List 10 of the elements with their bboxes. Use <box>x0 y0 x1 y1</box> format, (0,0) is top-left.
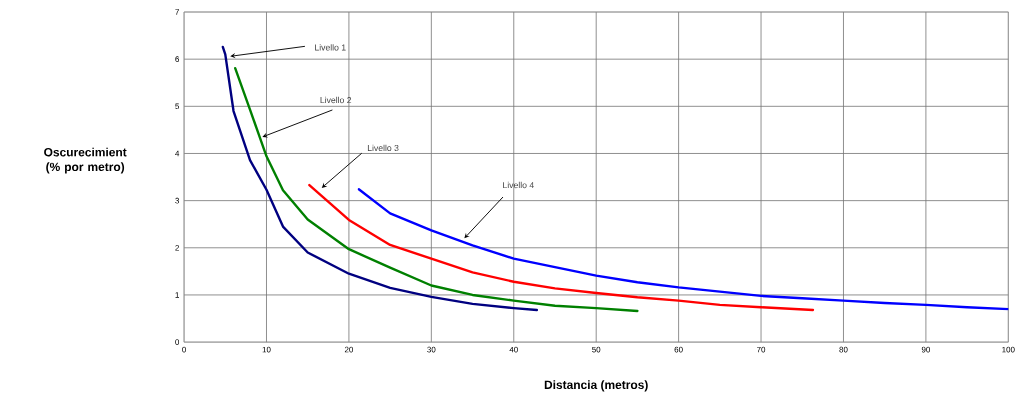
line-series <box>221 45 539 312</box>
line-series <box>233 66 639 313</box>
line-series <box>357 188 1009 311</box>
annotation: Livello 2 <box>320 96 352 104</box>
annotation: Livello 4 <box>503 181 534 189</box>
y-axis-title: Oscurecimient (% por metro) <box>44 147 127 174</box>
line-series <box>308 183 815 312</box>
x-axis-title: Distancia (metros) <box>544 380 648 392</box>
annotation: Livello 1 <box>315 44 346 51</box>
annotation: Livello 3 <box>367 144 399 151</box>
